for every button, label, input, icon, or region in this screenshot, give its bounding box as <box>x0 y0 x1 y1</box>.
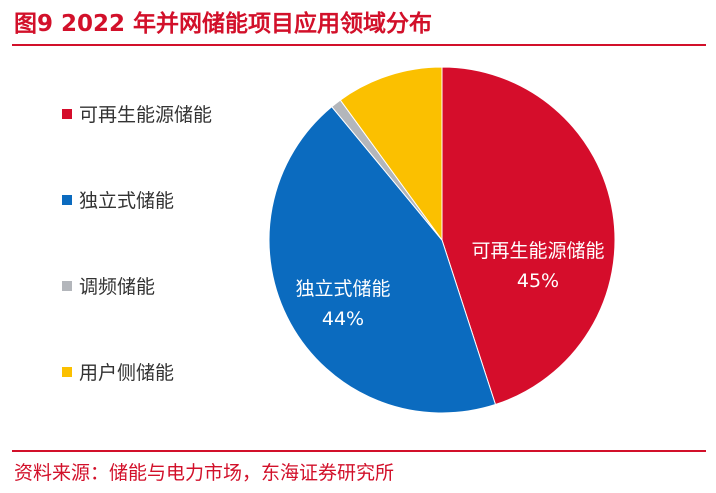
slice-user-side <box>339 66 443 242</box>
data-label-renewable-name: 可再生能源储能 <box>471 240 604 262</box>
legend-label-frequency: 调频储能 <box>79 276 156 298</box>
source-rule <box>12 450 706 452</box>
slice-standalone <box>268 105 497 414</box>
figure-title: 图9 2022 年并网储能项目应用领域分布 <box>14 11 433 37</box>
legend-swatch-frequency <box>62 280 72 291</box>
pie-slices <box>268 66 616 414</box>
legend-item-renewable: 可再生能源储能 <box>62 100 212 127</box>
legend-label-user-side: 用户侧储能 <box>79 362 175 384</box>
legend-swatch-renewable <box>62 108 72 119</box>
legend-item-frequency: 调频储能 <box>62 272 155 299</box>
legend-label-standalone: 独立式储能 <box>79 190 175 212</box>
title-rule <box>12 44 706 46</box>
legend-swatch-standalone <box>62 194 72 205</box>
legend-swatch-user-side <box>62 366 72 377</box>
legend-item-user-side: 用户侧储能 <box>62 358 174 385</box>
data-label-renewable-percent: 45% <box>517 270 559 292</box>
pie-data-labels: 可再生能源储能 45% 独立式储能 44% <box>295 240 604 330</box>
slice-renewable <box>441 66 616 406</box>
figure-source: 资料来源：储能与电力市场，东海证券研究所 <box>14 462 395 484</box>
data-label-standalone-percent: 44% <box>322 308 364 330</box>
legend-label-renewable: 可再生能源储能 <box>79 104 213 126</box>
legend-item-standalone: 独立式储能 <box>62 186 174 213</box>
data-label-standalone-name: 独立式储能 <box>295 278 390 300</box>
